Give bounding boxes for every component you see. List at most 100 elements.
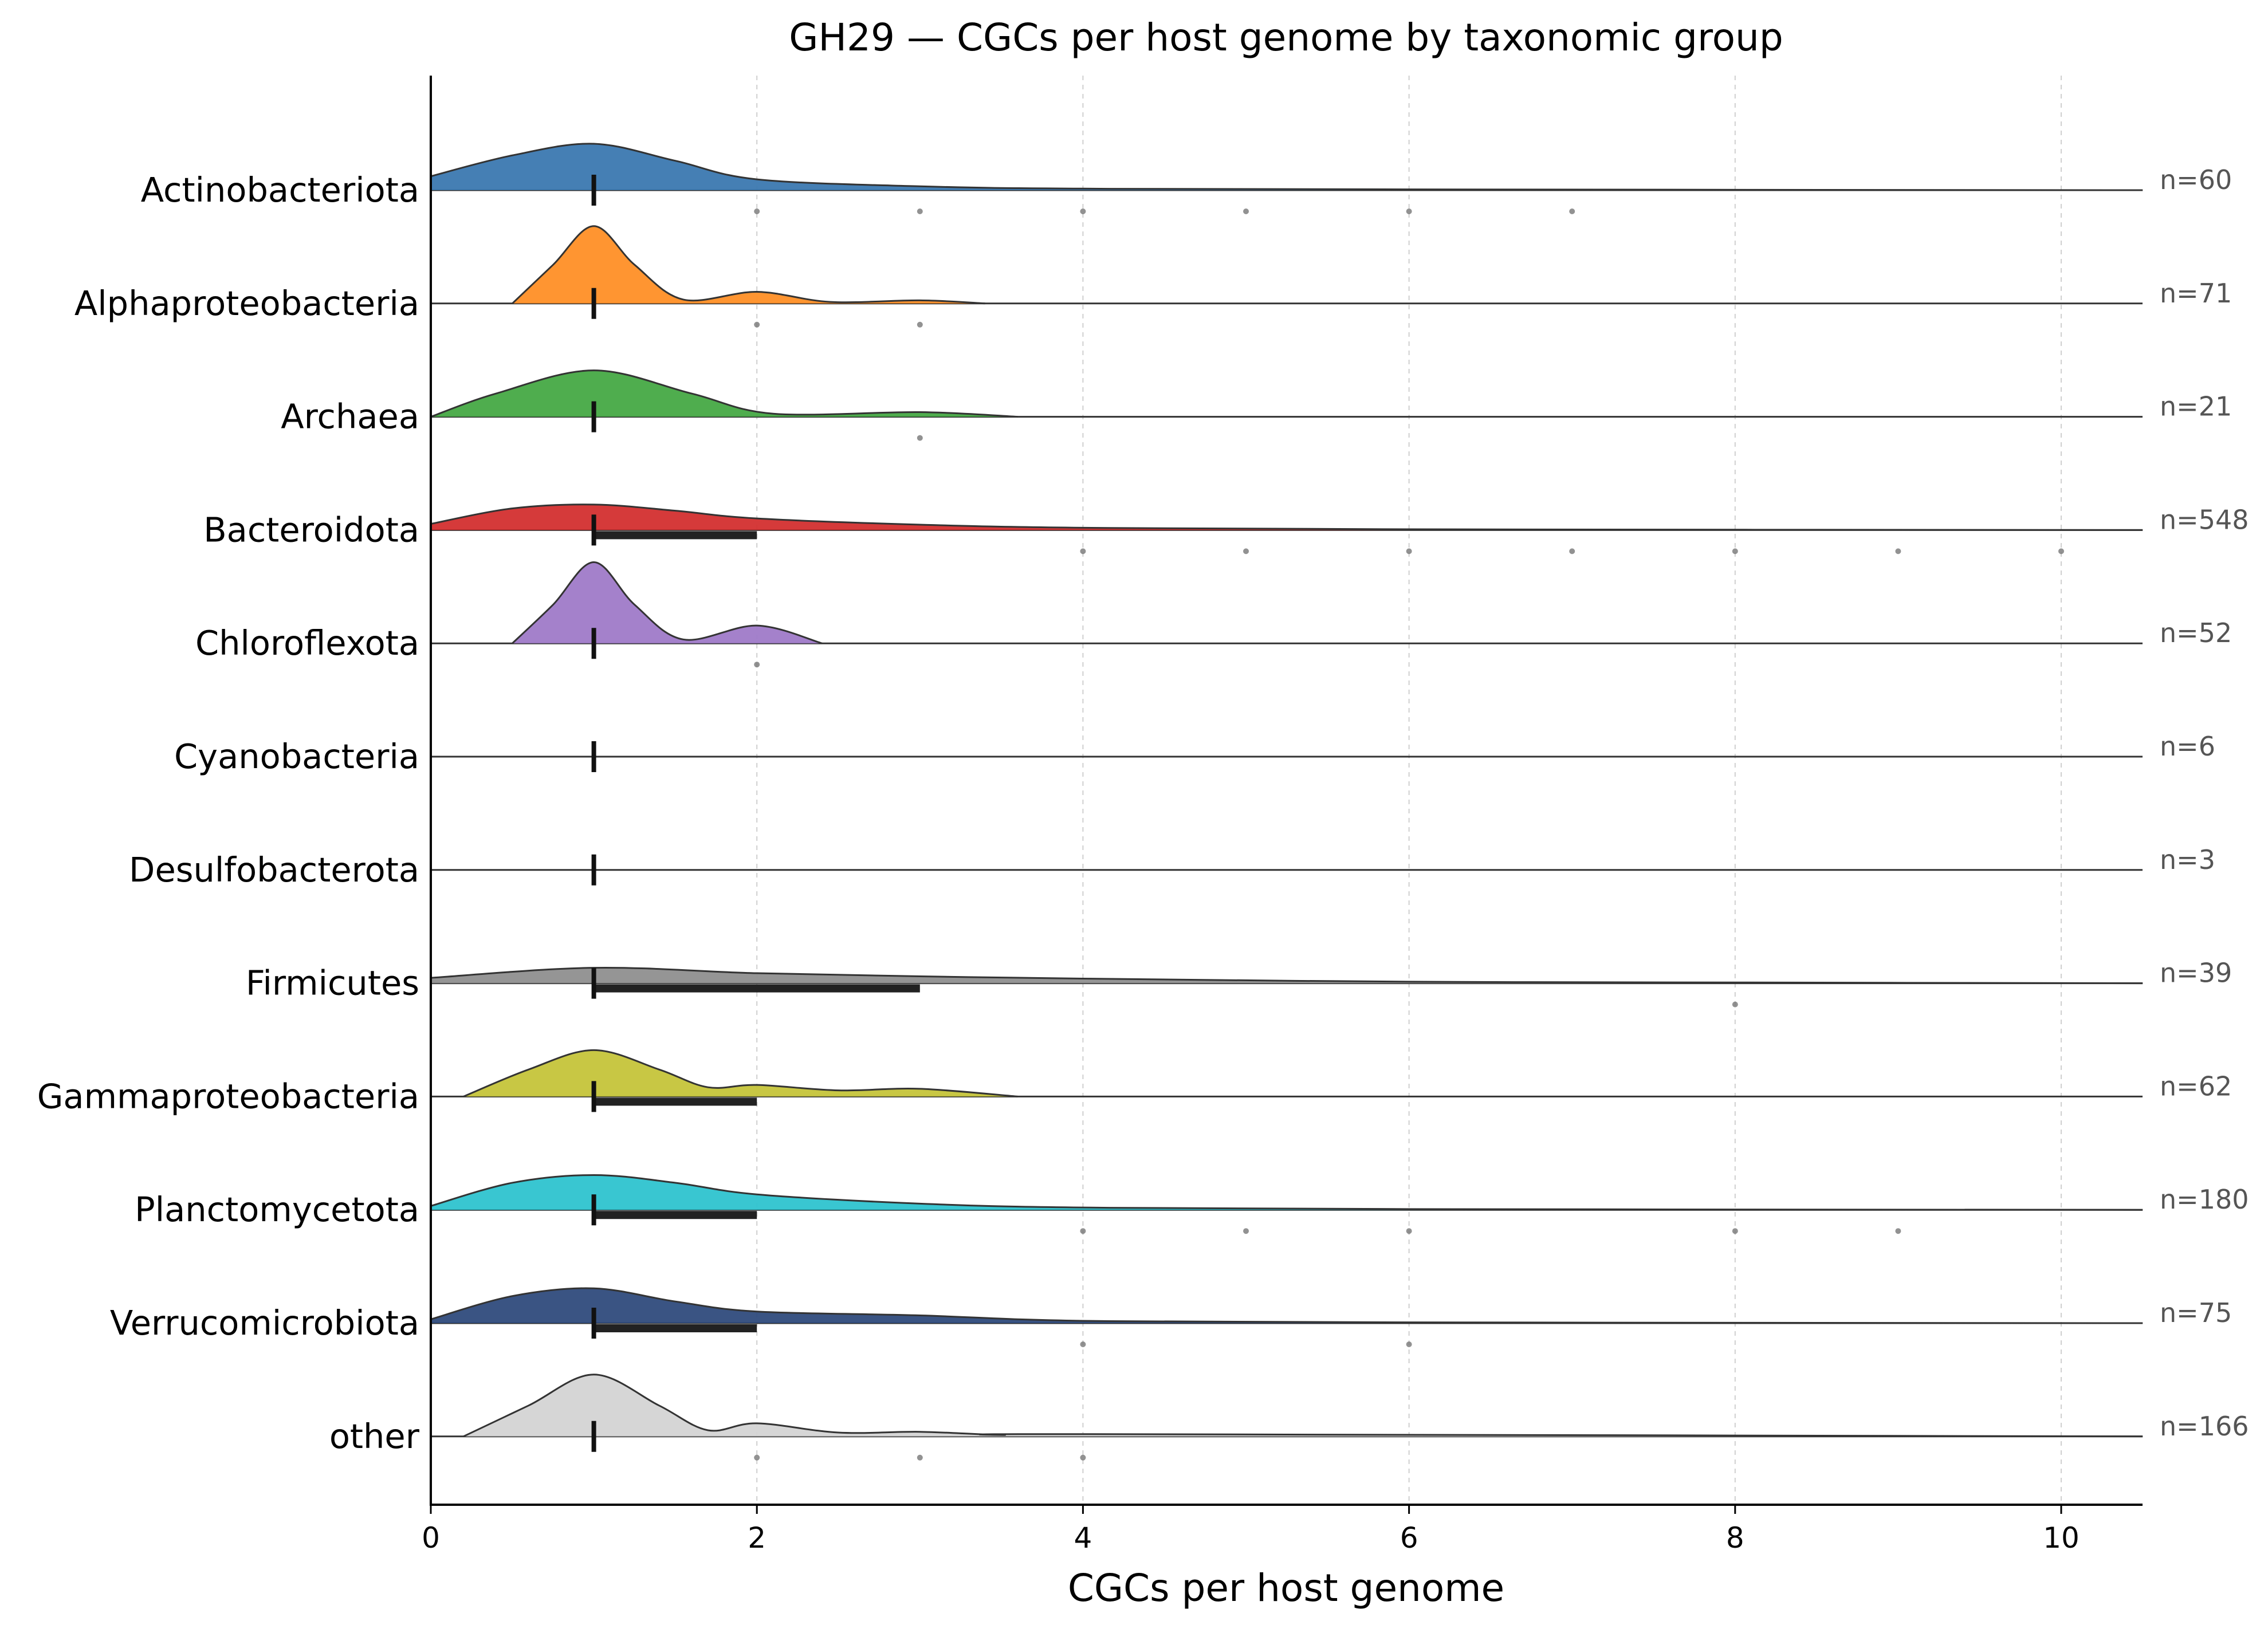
- category-label: Firmicutes: [246, 963, 419, 1003]
- category-label: Alphaproteobacteria: [74, 284, 419, 323]
- ridge-other: other n=166: [329, 1374, 2249, 1461]
- outlier-point: [917, 321, 923, 328]
- density-outline: [430, 1174, 2143, 1211]
- outlier-point: [754, 321, 760, 328]
- count-label: n=60: [2160, 164, 2232, 195]
- outlier-point: [917, 1454, 923, 1461]
- outlier-point: [754, 662, 760, 668]
- outlier-point: [1732, 1228, 1738, 1234]
- count-label: n=548: [2160, 504, 2249, 535]
- outlier-point: [1732, 1001, 1738, 1008]
- density-outline: [430, 143, 2143, 191]
- outlier-point: [917, 208, 923, 214]
- ridge-verrucomicrobiota: Verrucomicrobiota n=75: [110, 1287, 2232, 1347]
- density-area: [431, 1175, 2143, 1210]
- outlier-point: [917, 435, 923, 441]
- outlier-point: [1895, 548, 1901, 554]
- ridge-chloroflexota: Chloroflexota n=52: [195, 561, 2232, 668]
- ridge-planctomycetota: Planctomycetota n=180: [135, 1174, 2249, 1234]
- x-axis-label: CGCs per host genome: [1068, 1566, 1504, 1610]
- x-tick-label: 6: [1400, 1521, 1418, 1555]
- density-outline: [463, 1049, 1018, 1097]
- ridge-gammaproteobacteria: Gammaproteobacteria n=62: [37, 1049, 2232, 1116]
- iqr-bar: [593, 1211, 757, 1219]
- density-outline: [463, 1374, 2143, 1438]
- density-outline: [512, 561, 823, 644]
- iqr-bar: [593, 531, 757, 540]
- outlier-point: [1080, 1341, 1086, 1347]
- density-outline: [430, 369, 1018, 418]
- x-tick-label: 2: [748, 1521, 766, 1555]
- density-area: [431, 504, 2143, 530]
- ridge-alphaproteobacteria: Alphaproteobacteria n=71: [74, 225, 2232, 328]
- density-area: [463, 1374, 2143, 1437]
- category-label: other: [329, 1417, 420, 1456]
- category-label: Bacteroidota: [203, 510, 419, 549]
- outlier-point: [1080, 1228, 1086, 1234]
- category-label: Actinobacteriota: [141, 170, 419, 210]
- category-label: Desulfobacterota: [129, 850, 419, 890]
- outlier-point: [1406, 548, 1412, 554]
- ridge-firmicutes: Firmicutes n=39: [246, 958, 2232, 1008]
- count-label: n=180: [2160, 1184, 2249, 1215]
- density-area: [431, 143, 2143, 190]
- category-label: Archaea: [281, 397, 419, 436]
- outlier-point: [1243, 548, 1249, 554]
- iqr-bar: [593, 1097, 757, 1106]
- density-area: [431, 370, 1018, 417]
- axes: [430, 76, 2143, 1506]
- count-label: n=6: [2160, 731, 2215, 762]
- density-area: [431, 1288, 2143, 1323]
- outlier-point: [1569, 548, 1575, 554]
- chart-title: GH29 — CGCs per host genome by taxonomic…: [789, 15, 1783, 60]
- ridges: Actinobacteriota n=60 Alphaproteobacteria n…: [37, 143, 2249, 1461]
- density-outline: [512, 225, 985, 305]
- x-tick-label: 0: [422, 1521, 440, 1555]
- outlier-point: [2058, 548, 2064, 554]
- count-label: n=62: [2160, 1071, 2232, 1101]
- category-label: Planctomycetota: [135, 1190, 419, 1229]
- density-area: [512, 226, 985, 304]
- category-label: Chloroflexota: [195, 623, 419, 663]
- count-label: n=166: [2160, 1411, 2249, 1442]
- outlier-point: [1732, 548, 1738, 554]
- category-label: Gammaproteobacteria: [37, 1076, 419, 1116]
- ridge-cyanobacteria: Cyanobacteria n=6: [174, 731, 2215, 776]
- ridge-archaea: Archaea n=21: [281, 369, 2232, 441]
- density-outline: [430, 966, 2143, 985]
- count-label: n=39: [2160, 958, 2232, 989]
- x-ticks: 0 2 4 6 8 10: [422, 1505, 2080, 1555]
- density-area: [512, 562, 823, 644]
- iqr-bar: [593, 1324, 757, 1332]
- count-label: n=52: [2160, 617, 2232, 648]
- density-outline: [430, 503, 2143, 531]
- outlier-point: [1406, 1228, 1412, 1234]
- iqr-bar: [593, 984, 920, 993]
- outlier-point: [1080, 548, 1086, 554]
- outlier-point: [754, 208, 760, 214]
- outlier-point: [1569, 208, 1575, 214]
- outlier-point: [1406, 208, 1412, 214]
- outlier-point: [1243, 208, 1249, 214]
- outlier-point: [1080, 208, 1086, 214]
- count-label: n=75: [2160, 1297, 2232, 1328]
- x-tick-label: 8: [1726, 1521, 1744, 1555]
- density-area: [463, 1050, 1018, 1097]
- outlier-point: [1406, 1341, 1412, 1347]
- count-label: n=3: [2160, 844, 2215, 875]
- count-label: n=71: [2160, 278, 2232, 309]
- outlier-point: [1895, 1228, 1901, 1234]
- density-outline: [430, 1287, 2143, 1324]
- ridge-desulfobacterota: Desulfobacterota n=3: [129, 844, 2215, 890]
- x-tick-label: 4: [1074, 1521, 1092, 1555]
- grid-lines: [756, 76, 2062, 1505]
- ridge-actinobacteriota: Actinobacteriota n=60: [141, 143, 2232, 214]
- category-label: Cyanobacteria: [174, 737, 419, 776]
- category-label: Verrucomicrobiota: [110, 1303, 419, 1343]
- outlier-point: [1243, 1228, 1249, 1234]
- density-area: [431, 967, 2143, 983]
- outlier-point: [1080, 1454, 1086, 1461]
- outlier-point: [754, 1454, 760, 1461]
- count-label: n=21: [2160, 391, 2232, 422]
